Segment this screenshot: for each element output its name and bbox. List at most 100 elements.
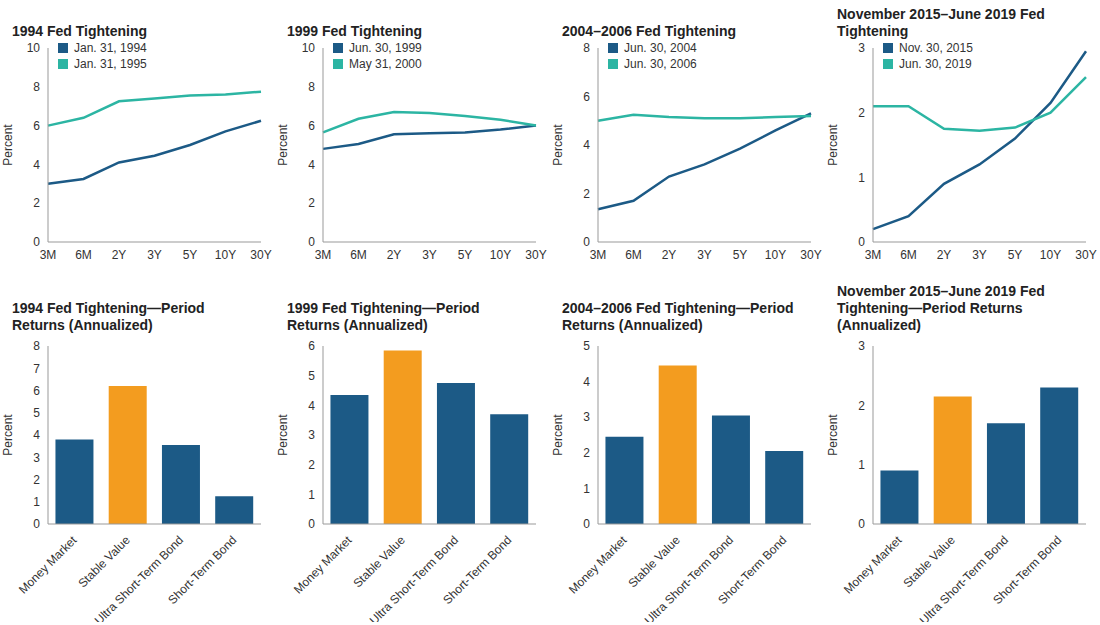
svg-text:3M: 3M [40,248,57,262]
svg-text:3: 3 [583,410,590,424]
svg-text:Ultra Short-Term Bond: Ultra Short-Term Bond [642,533,736,622]
svg-text:30Y: 30Y [250,248,271,262]
svg-text:Percent: Percent [8,124,15,166]
svg-text:2: 2 [33,473,40,487]
svg-text:8: 8 [583,41,590,55]
svg-text:0: 0 [858,235,865,249]
svg-text:Short-Term Bond: Short-Term Bond [715,533,789,607]
svg-text:Stable Value: Stable Value [75,533,133,591]
svg-text:Ultra Short-Term Bond: Ultra Short-Term Bond [367,533,461,622]
svg-text:3Y: 3Y [972,248,987,262]
svg-text:Ultra Short-Term Bond: Ultra Short-Term Bond [917,533,1011,622]
svg-text:2: 2 [583,187,590,201]
svg-text:8: 8 [308,80,315,94]
svg-text:3M: 3M [315,248,332,262]
svg-text:0: 0 [33,517,40,531]
svg-text:Percent: Percent [276,414,290,456]
svg-text:Money Market: Money Market [566,533,630,597]
svg-text:6: 6 [308,339,315,353]
svg-text:6: 6 [583,90,590,104]
svg-text:8: 8 [33,339,40,353]
svg-text:5: 5 [308,369,315,383]
svg-text:5: 5 [33,406,40,420]
svg-text:1: 1 [858,458,865,472]
svg-text:Money Market: Money Market [16,533,80,597]
svg-text:4: 4 [33,158,40,172]
svg-text:2Y: 2Y [937,248,952,262]
svg-text:2: 2 [583,446,590,460]
svg-text:Percent: Percent [8,414,15,456]
svg-text:Percent: Percent [276,124,290,166]
svg-text:Money Market: Money Market [841,533,905,597]
svg-text:3Y: 3Y [697,248,712,262]
svg-text:2: 2 [858,106,865,120]
svg-text:Ultra Short-Term Bond: Ultra Short-Term Bond [92,533,186,622]
svg-text:4: 4 [33,428,40,442]
svg-text:6M: 6M [75,248,92,262]
svg-text:4: 4 [308,158,315,172]
svg-text:6: 6 [33,384,40,398]
svg-text:10Y: 10Y [1040,248,1061,262]
svg-text:Percent: Percent [826,124,840,166]
svg-text:Percent: Percent [826,414,840,456]
svg-text:6: 6 [33,119,40,133]
svg-text:30Y: 30Y [525,248,546,262]
svg-text:Short-Term Bond: Short-Term Bond [990,533,1064,607]
svg-text:Stable Value: Stable Value [900,533,958,591]
svg-text:8: 8 [33,80,40,94]
html-text:November 2015–June 2019 Fed Ti: November 2015–June 2019 Fed Tightening—P… [837,283,1045,333]
svg-text:10: 10 [27,41,41,55]
svg-text:3: 3 [858,339,865,353]
svg-text:6M: 6M [900,248,917,262]
svg-text:6M: 6M [625,248,642,262]
svg-text:2: 2 [308,196,315,210]
svg-text:3: 3 [33,451,40,465]
svg-text:0: 0 [583,517,590,531]
svg-text:0: 0 [33,235,40,249]
svg-text:10Y: 10Y [765,248,786,262]
svg-text:2: 2 [858,399,865,413]
svg-text:1: 1 [33,495,40,509]
svg-text:30Y: 30Y [800,248,821,262]
svg-text:Stable Value: Stable Value [625,533,683,591]
svg-text:3Y: 3Y [422,248,437,262]
svg-text:2Y: 2Y [112,248,127,262]
svg-text:7: 7 [33,362,40,376]
svg-text:5: 5 [583,339,590,353]
svg-text:10Y: 10Y [215,248,236,262]
svg-text:0: 0 [308,517,315,531]
svg-text:2: 2 [33,196,40,210]
svg-text:3Y: 3Y [147,248,162,262]
svg-text:2Y: 2Y [662,248,677,262]
svg-text:5Y: 5Y [733,248,748,262]
svg-text:2Y: 2Y [387,248,402,262]
svg-text:0: 0 [583,235,590,249]
svg-text:3: 3 [308,428,315,442]
svg-text:Percent: Percent [551,414,565,456]
svg-text:Stable Value: Stable Value [350,533,408,591]
svg-text:1: 1 [583,482,590,496]
svg-text:Short-Term Bond: Short-Term Bond [440,533,514,607]
svg-text:10Y: 10Y [490,248,511,262]
svg-text:4: 4 [583,138,590,152]
svg-text:3M: 3M [590,248,607,262]
svg-text:0: 0 [858,517,865,531]
svg-text:Percent: Percent [551,124,565,166]
svg-text:5Y: 5Y [458,248,473,262]
svg-text:3: 3 [858,41,865,55]
svg-text:Short-Term Bond: Short-Term Bond [165,533,239,607]
svg-text:3M: 3M [865,248,882,262]
svg-text:4: 4 [583,375,590,389]
svg-text:Money Market: Money Market [291,533,355,597]
svg-text:5Y: 5Y [183,248,198,262]
svg-text:10: 10 [302,41,316,55]
svg-text:30Y: 30Y [1075,248,1092,262]
svg-text:2: 2 [308,458,315,472]
svg-text:4: 4 [308,399,315,413]
svg-text:6M: 6M [350,248,367,262]
svg-text:1: 1 [858,171,865,185]
svg-text:0: 0 [308,235,315,249]
svg-text:6: 6 [308,119,315,133]
svg-text:1: 1 [308,488,315,502]
svg-text:5Y: 5Y [1008,248,1023,262]
